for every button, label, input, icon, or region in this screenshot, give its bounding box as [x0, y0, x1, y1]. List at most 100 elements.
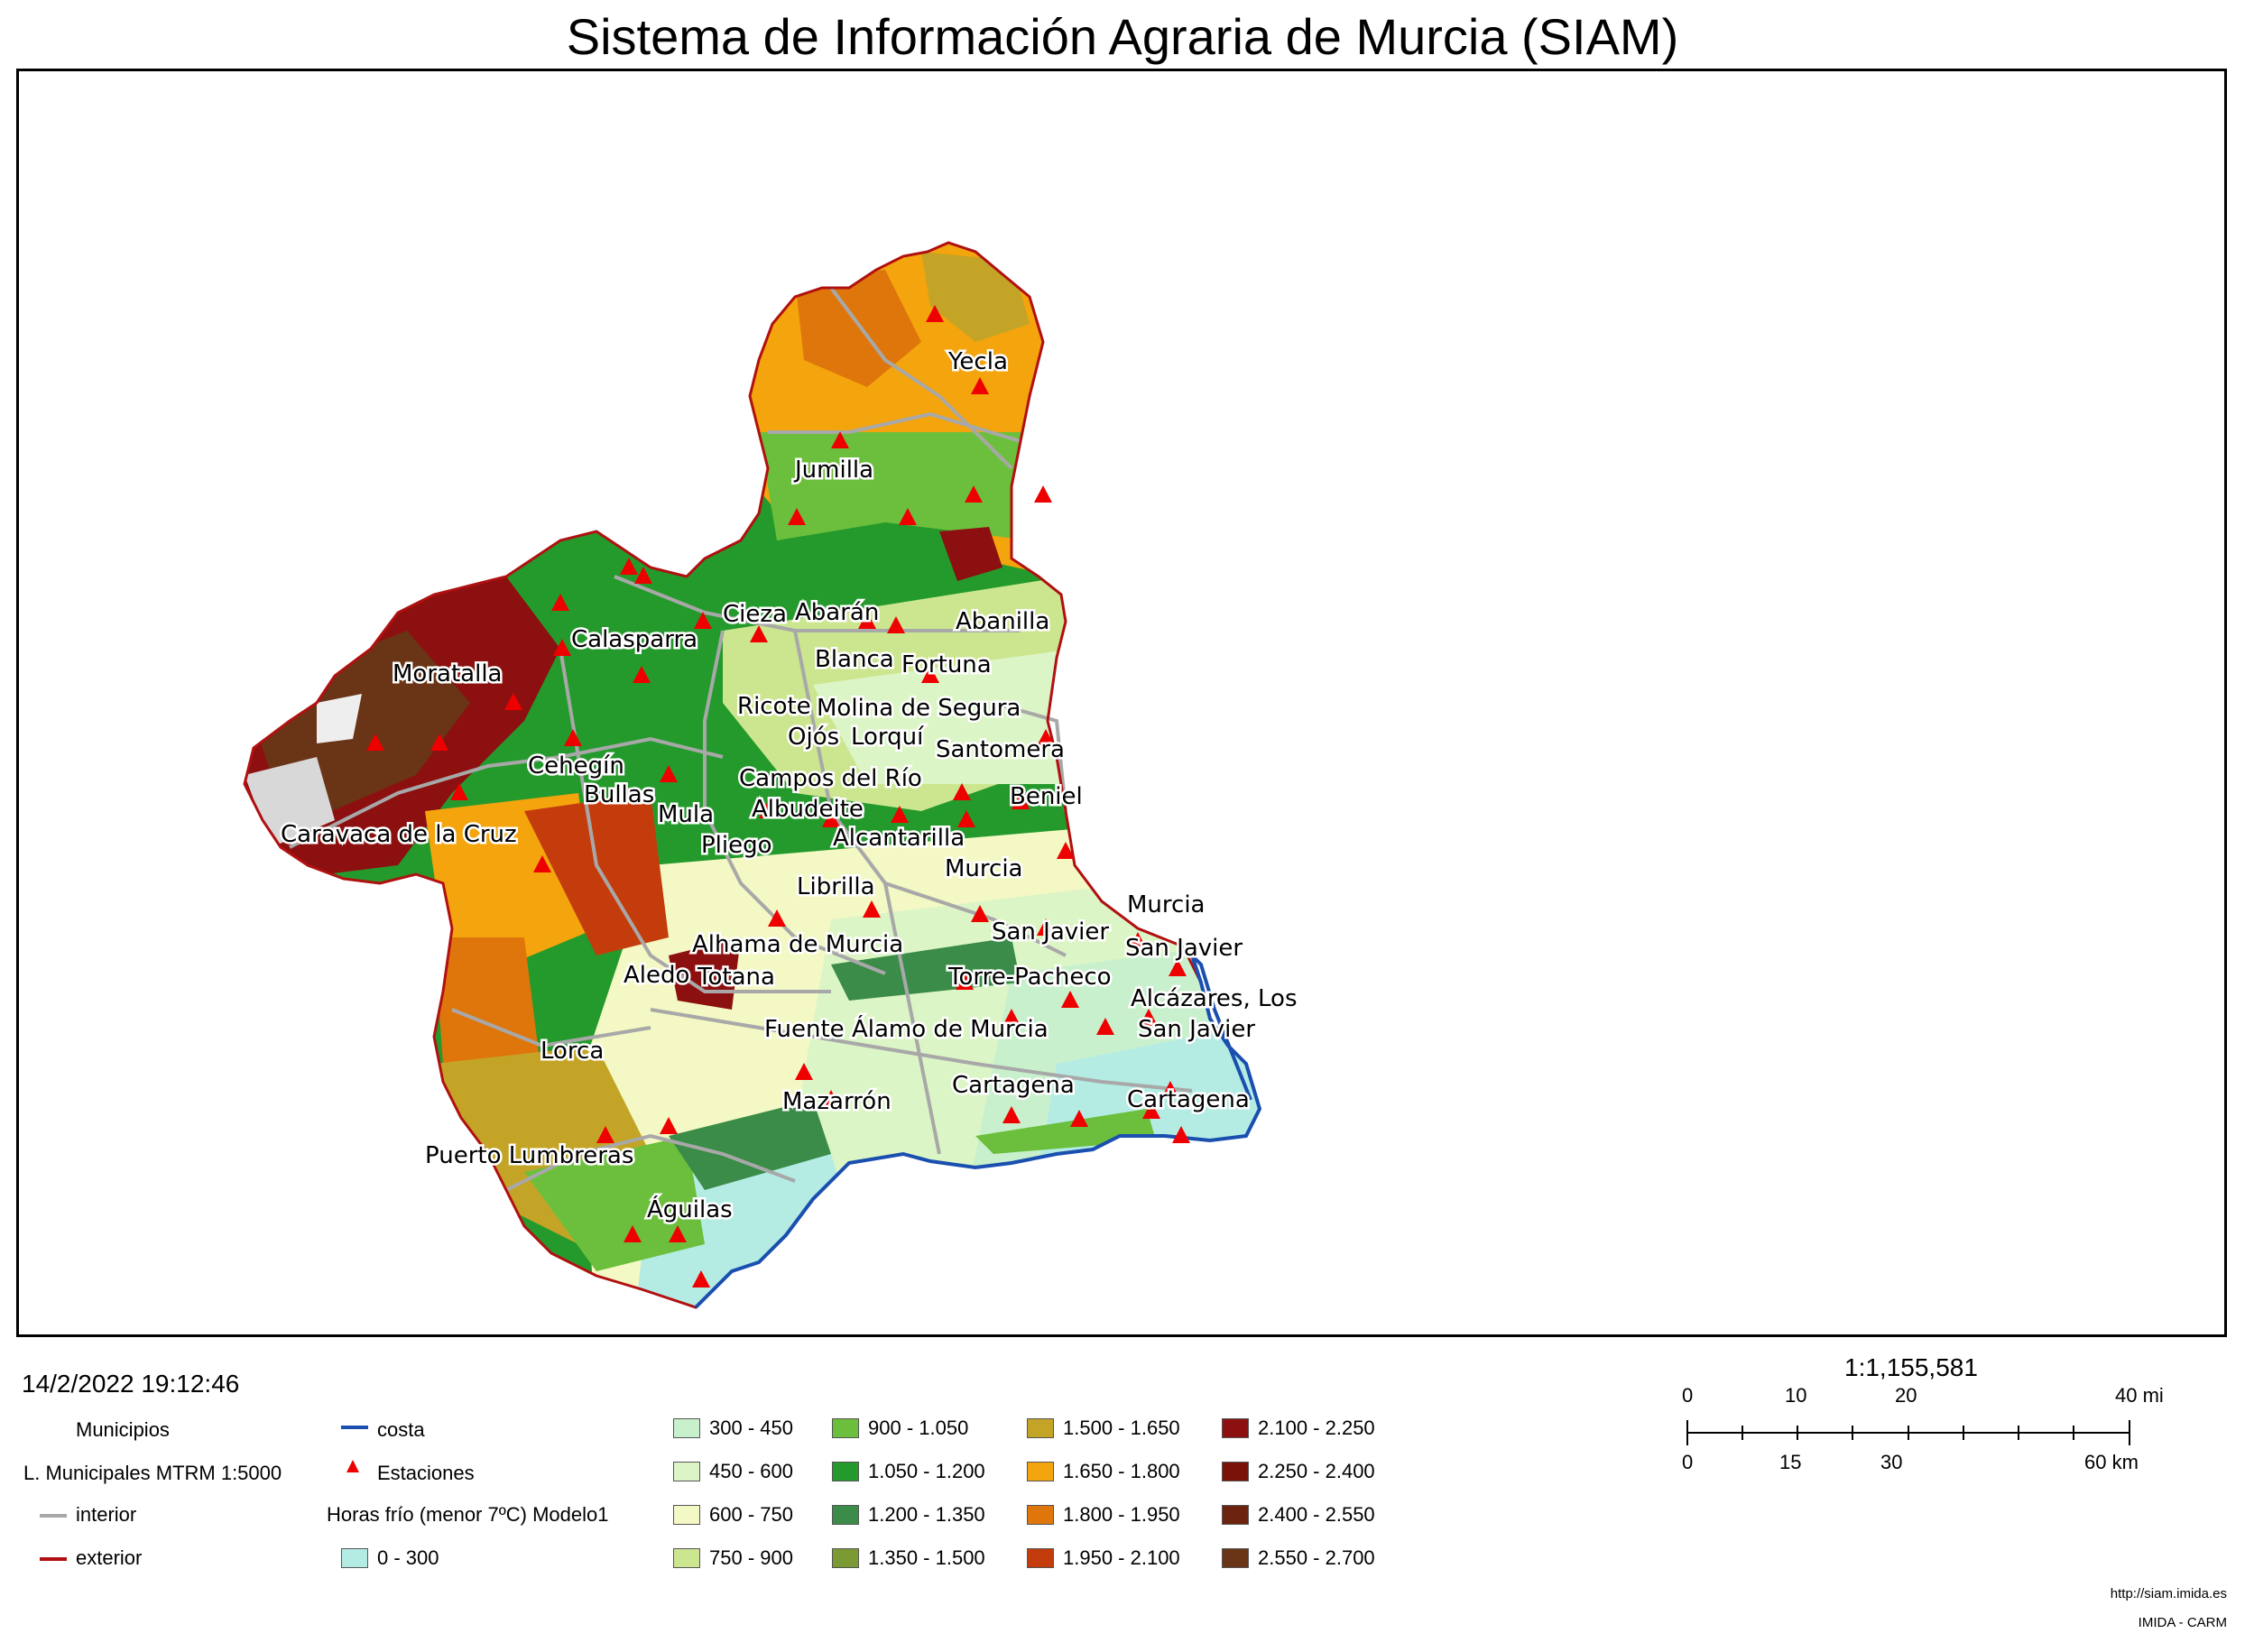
- station-marker[interactable]: [795, 1063, 813, 1080]
- station-marker[interactable]: [1057, 842, 1075, 859]
- legend-class-swatch: [1027, 1418, 1054, 1438]
- legend-class-swatch: [673, 1505, 700, 1525]
- map-canvas[interactable]: Yecla Jumilla Cieza Abarán Abanilla Calasparr…: [19, 71, 2224, 1334]
- scale-km-30: 30: [1880, 1451, 1903, 1473]
- station-marker[interactable]: [1037, 918, 1055, 936]
- legend-class-swatch: [1027, 1462, 1054, 1481]
- label-cehegin: Cehegín: [528, 752, 624, 780]
- label-lorca: Lorca: [540, 1038, 604, 1065]
- label-cartagena1: Cartagena: [952, 1072, 1075, 1099]
- station-marker[interactable]: [899, 508, 917, 525]
- station-marker[interactable]: [669, 1225, 687, 1242]
- station-marker[interactable]: [759, 801, 777, 818]
- station-marker[interactable]: [822, 810, 840, 827]
- scale-mi-0: 0: [1682, 1384, 1694, 1407]
- legend-class-swatch: [673, 1548, 700, 1568]
- station-marker[interactable]: [831, 431, 849, 448]
- station-marker[interactable]: [1140, 1009, 1158, 1026]
- station-marker[interactable]: [660, 765, 678, 782]
- weather-stations[interactable]: [366, 305, 1190, 1287]
- station-marker[interactable]: [450, 783, 468, 800]
- label-pliego: Pliego: [701, 832, 772, 859]
- legend-class-label: 2.250 - 2.400: [1258, 1460, 1375, 1482]
- label-fortuna: Fortuna: [901, 651, 992, 678]
- station-marker[interactable]: [863, 900, 881, 918]
- station-marker[interactable]: [553, 639, 571, 656]
- station-marker[interactable]: [971, 377, 989, 394]
- label-santomera: Santomera: [936, 736, 1065, 763]
- label-murcia2: Murcia: [1127, 891, 1205, 918]
- station-marker[interactable]: [822, 1090, 840, 1107]
- legend-class-swatch: [673, 1418, 700, 1438]
- station-marker[interactable]: [692, 1270, 710, 1287]
- station-marker[interactable]: [788, 508, 806, 525]
- label-moratalla: Moratalla: [393, 660, 502, 688]
- station-marker[interactable]: [750, 625, 768, 642]
- label-jumilla: Jumilla: [793, 457, 873, 484]
- station-marker[interactable]: [694, 612, 712, 629]
- station-marker[interactable]: [1034, 485, 1052, 503]
- label-murcia1: Murcia: [945, 855, 1022, 882]
- station-marker[interactable]: [956, 973, 974, 990]
- station-marker[interactable]: [551, 594, 569, 611]
- legend-costa-label: costa: [377, 1418, 425, 1441]
- station-marker[interactable]: [971, 905, 989, 922]
- label-abaran: Abarán: [795, 599, 879, 626]
- legend-exterior-label: exterior: [76, 1546, 143, 1569]
- label-fuentealamo: Fuente Álamo de Murcia: [764, 1014, 1049, 1043]
- station-marker[interactable]: [858, 612, 876, 629]
- legend-class-swatch: [1222, 1548, 1249, 1568]
- station-marker[interactable]: [596, 1126, 614, 1143]
- station-marker[interactable]: [430, 734, 448, 751]
- station-marker[interactable]: [1161, 1081, 1179, 1098]
- footer-url[interactable]: http://siam.imida.es: [2110, 1586, 2227, 1601]
- label-sanjavier1: San Javier: [992, 918, 1109, 946]
- label-totana: Totana: [697, 964, 775, 991]
- station-marker[interactable]: [1129, 932, 1147, 949]
- legend-interior-line-swatch: [40, 1514, 67, 1518]
- coastline: [694, 955, 1262, 1309]
- label-blanca: Blanca: [815, 646, 894, 673]
- municipality-labels: Yecla Jumilla Cieza Abarán Abanilla Calasparr…: [279, 346, 1300, 1226]
- station-marker[interactable]: [1070, 1110, 1088, 1127]
- legend-class-swatch: [832, 1418, 859, 1438]
- station-marker[interactable]: [1012, 792, 1030, 809]
- label-librilla: Librilla: [797, 873, 875, 900]
- station-marker[interactable]: [624, 1225, 642, 1242]
- scale-km-15: 15: [1779, 1451, 1802, 1473]
- label-mazarron: Mazarrón: [782, 1088, 892, 1115]
- station-marker[interactable]: [921, 666, 939, 683]
- station-marker[interactable]: [953, 783, 971, 800]
- map-frame[interactable]: Yecla Jumilla Cieza Abarán Abanilla Calasparr…: [16, 69, 2227, 1337]
- station-marker[interactable]: [957, 810, 975, 827]
- station-marker[interactable]: [1061, 991, 1079, 1008]
- station-marker[interactable]: [620, 558, 638, 575]
- station-marker[interactable]: [768, 909, 786, 927]
- station-marker[interactable]: [633, 666, 651, 683]
- station-marker[interactable]: [1096, 1018, 1114, 1035]
- station-marker[interactable]: [634, 567, 652, 584]
- station-marker[interactable]: [926, 305, 944, 322]
- station-marker[interactable]: [504, 693, 522, 710]
- station-marker[interactable]: [660, 1117, 678, 1134]
- label-yecla: Yecla: [947, 348, 1008, 375]
- station-marker[interactable]: [1172, 1126, 1190, 1143]
- station-marker[interactable]: [891, 806, 909, 823]
- station-marker[interactable]: [887, 616, 905, 633]
- legend-municipios-title: Municipios: [76, 1418, 170, 1441]
- station-marker[interactable]: [1169, 959, 1187, 976]
- station-marker[interactable]: [1037, 729, 1055, 746]
- station-marker[interactable]: [533, 855, 551, 872]
- station-marker[interactable]: [1002, 1106, 1021, 1123]
- relief-layer: [245, 243, 1260, 1307]
- station-marker[interactable]: [366, 734, 384, 751]
- scale-mi-40: 40 mi: [2115, 1384, 2164, 1407]
- label-torrepacheco: Torre-Pacheco: [947, 964, 1112, 991]
- station-marker[interactable]: [1142, 1102, 1160, 1119]
- legend-class-swatch: [341, 1548, 368, 1568]
- station-marker[interactable]: [1002, 1009, 1021, 1026]
- legend-class-label: 2.550 - 2.700: [1258, 1546, 1375, 1569]
- station-marker[interactable]: [965, 485, 983, 503]
- legend-class-label: 450 - 600: [709, 1460, 793, 1482]
- station-marker[interactable]: [564, 729, 582, 746]
